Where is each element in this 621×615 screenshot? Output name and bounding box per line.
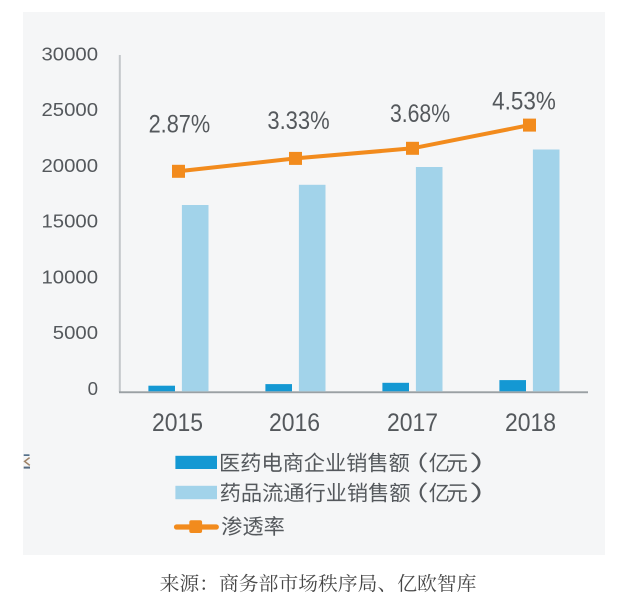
svg-text:25000: 25000 [42, 99, 99, 120]
svg-text:2015: 2015 [152, 409, 203, 437]
svg-text:0: 0 [88, 378, 98, 399]
svg-text:2016: 2016 [269, 409, 320, 437]
svg-text:3.33%: 3.33% [267, 107, 329, 135]
svg-text:3.68%: 3.68% [390, 100, 450, 128]
svg-text:2018: 2018 [505, 409, 556, 437]
svg-text:10000: 10000 [42, 266, 99, 287]
svg-text:2.87%: 2.87% [149, 110, 211, 138]
svg-text:2017: 2017 [387, 409, 438, 437]
svg-text:15000: 15000 [42, 211, 99, 232]
svg-text:30000: 30000 [42, 43, 99, 64]
svg-text:5000: 5000 [53, 322, 98, 343]
svg-text:4.53%: 4.53% [492, 88, 556, 116]
svg-text:20000: 20000 [42, 155, 99, 176]
